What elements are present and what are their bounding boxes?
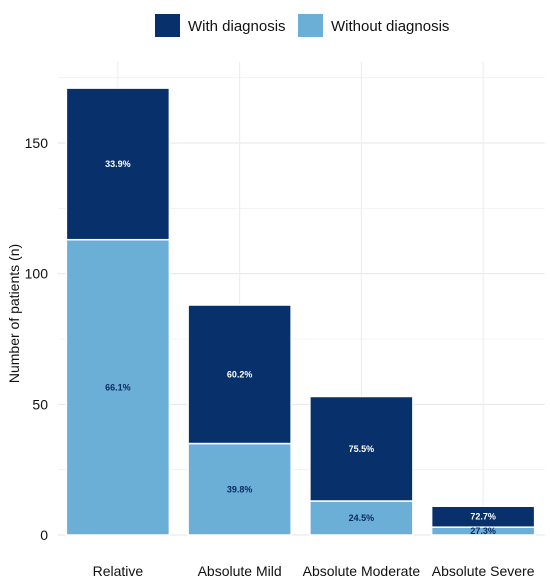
- legend-swatch: [298, 14, 323, 37]
- x-tick-label: Absolute Mild: [198, 563, 282, 579]
- y-tick-label: 150: [25, 135, 49, 151]
- bar-segment-without-diagnosis: [309, 500, 414, 536]
- bar-segment-without-diagnosis: [65, 238, 171, 536]
- data-label: 72.7%: [470, 512, 496, 522]
- y-axis-label: Number of patients (n): [6, 244, 22, 383]
- data-label: 33.9%: [105, 159, 131, 169]
- x-tick-label: Absolute Moderate: [303, 563, 421, 579]
- bar-segment-with-diagnosis: [187, 304, 292, 445]
- x-tick-label: Absolute Severe: [432, 563, 535, 579]
- data-label: 66.1%: [105, 382, 131, 392]
- x-tick-label: Relative: [93, 563, 144, 579]
- legend-label: Without diagnosis: [331, 18, 449, 35]
- legend-label: With diagnosis: [188, 18, 286, 35]
- legend: With diagnosis Without diagnosis: [155, 14, 449, 37]
- legend-swatch: [155, 14, 180, 37]
- x-axis-ticks: Relative Absolute Mild Absolute Moderate Ab…: [93, 563, 535, 579]
- data-label: 60.2%: [227, 369, 253, 379]
- bar-segment-with-diagnosis: [65, 87, 171, 241]
- bar-segment-with-diagnosis: [430, 505, 536, 528]
- data-label: 27.3%: [470, 526, 496, 536]
- data-label: 39.8%: [227, 484, 253, 494]
- data-label: 24.5%: [349, 513, 375, 523]
- y-axis-ticks: 0 50 100 150: [25, 135, 49, 543]
- data-labels: 66.1% 33.9% 39.8% 60.2% 24.5% 75.5% 27.3% 72.7%: [105, 159, 496, 536]
- y-tick-label: 0: [40, 527, 48, 543]
- data-label: 75.5%: [349, 444, 375, 454]
- bars: [65, 87, 536, 536]
- y-tick-label: 50: [32, 396, 48, 412]
- bar-segment-with-diagnosis: [309, 395, 414, 502]
- y-tick-label: 100: [25, 266, 49, 282]
